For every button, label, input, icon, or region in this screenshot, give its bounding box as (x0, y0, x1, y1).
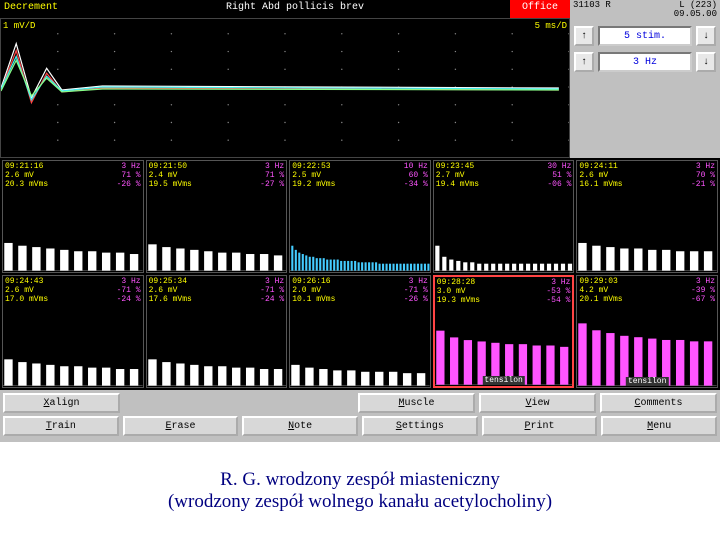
waveform-panel: 1 mV/D 5 ms/D (0, 18, 570, 158)
trial-panel[interactable]: 09:22:532.5 mV19.2 mVms10 Hz60 %-34 % (289, 160, 431, 273)
comments-button[interactable]: Comments (600, 393, 717, 413)
erase-button[interactable]: Erase (123, 416, 239, 436)
train-button[interactable]: Train (3, 416, 119, 436)
trial-panel[interactable]: 09:28:283.0 mV19.3 mVms3 Hz-53 %-54 %ten… (433, 275, 575, 388)
freq-value: 3 Hz (598, 52, 692, 72)
trial-panel[interactable]: 09:23:452.7 mV19.4 mVms30 Hz51 %-06 % (433, 160, 575, 273)
trial-panel[interactable]: 09:25:342.6 mV17.6 mVms3 Hz-71 %-24 % (146, 275, 288, 388)
patient-info: 31103 RL (223) 09.05.00 (570, 0, 720, 18)
x-align-button[interactable]: X align (3, 393, 120, 413)
trial-panel[interactable]: 09:26:162.0 mV10.1 mVms3 Hz-71 %-26 % (289, 275, 431, 388)
print-button[interactable]: Print (482, 416, 598, 436)
slide-caption: R. G. wrodzony zespół miasteniczny (wrod… (0, 442, 720, 540)
stim-up-button[interactable]: ↑ (574, 26, 594, 46)
freq-down-button[interactable]: ↓ (696, 52, 716, 72)
menu-button[interactable]: Menu (601, 416, 717, 436)
office-button[interactable]: Office (510, 0, 570, 18)
settings-button[interactable]: Settings (362, 416, 478, 436)
trial-panel[interactable]: 09:21:162.6 mV20.3 mVms3 Hz71 %-26 % (2, 160, 144, 273)
tensilon-label: tensilon (626, 377, 668, 386)
muscle-button[interactable]: Muscle (358, 393, 475, 413)
trial-panel[interactable]: 09:24:432.6 mV17.0 mVms3 Hz-71 %-24 % (2, 275, 144, 388)
freq-up-button[interactable]: ↑ (574, 52, 594, 72)
view-button[interactable]: View (479, 393, 596, 413)
stim-value: 5 stim. (598, 26, 692, 46)
app-title: Decrement (0, 0, 80, 18)
muscle-name: Right Abd pollicis brev (80, 0, 510, 18)
button-bar: X align MuscleViewComments TrainEraseNote… (0, 390, 720, 442)
tensilon-label: tensilon (482, 376, 524, 385)
trial-grid: 09:21:162.6 mV20.3 mVms3 Hz71 %-26 %09:2… (0, 158, 720, 390)
trial-panel[interactable]: 09:29:034.2 mV20.1 mVms3 Hz-39 %-67 %ten… (576, 275, 718, 388)
control-panel: ↑ 5 stim. ↓ ↑ 3 Hz ↓ (570, 18, 720, 158)
trial-panel[interactable]: 09:24:112.6 mV16.1 mVms3 Hz70 %-21 % (576, 160, 718, 273)
stim-down-button[interactable]: ↓ (696, 26, 716, 46)
trial-panel[interactable]: 09:21:502.4 mV19.5 mVms3 Hz71 %-27 % (146, 160, 288, 273)
note-button[interactable]: Note (242, 416, 358, 436)
